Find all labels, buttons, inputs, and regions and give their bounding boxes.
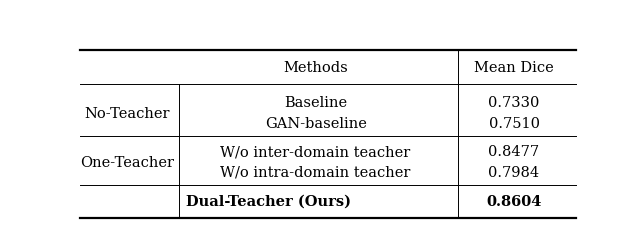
Text: Baseline: Baseline <box>284 96 347 110</box>
Text: One-Teacher: One-Teacher <box>80 156 174 170</box>
Text: 0.8604: 0.8604 <box>486 195 541 209</box>
Text: GAN-baseline: GAN-baseline <box>265 117 367 131</box>
Text: W/o inter-domain teacher: W/o inter-domain teacher <box>220 145 411 159</box>
Text: Dual-Teacher (Ours): Dual-Teacher (Ours) <box>186 195 351 209</box>
Text: Mean Dice: Mean Dice <box>474 60 554 74</box>
Text: 0.7330: 0.7330 <box>488 96 540 110</box>
Text: 0.8477: 0.8477 <box>488 145 540 159</box>
Text: No-Teacher: No-Teacher <box>84 107 170 121</box>
Text: 0.7510: 0.7510 <box>488 117 540 131</box>
Text: 0.7984: 0.7984 <box>488 166 540 180</box>
Text: Methods: Methods <box>284 60 348 74</box>
Text: W/o intra-domain teacher: W/o intra-domain teacher <box>220 166 411 180</box>
